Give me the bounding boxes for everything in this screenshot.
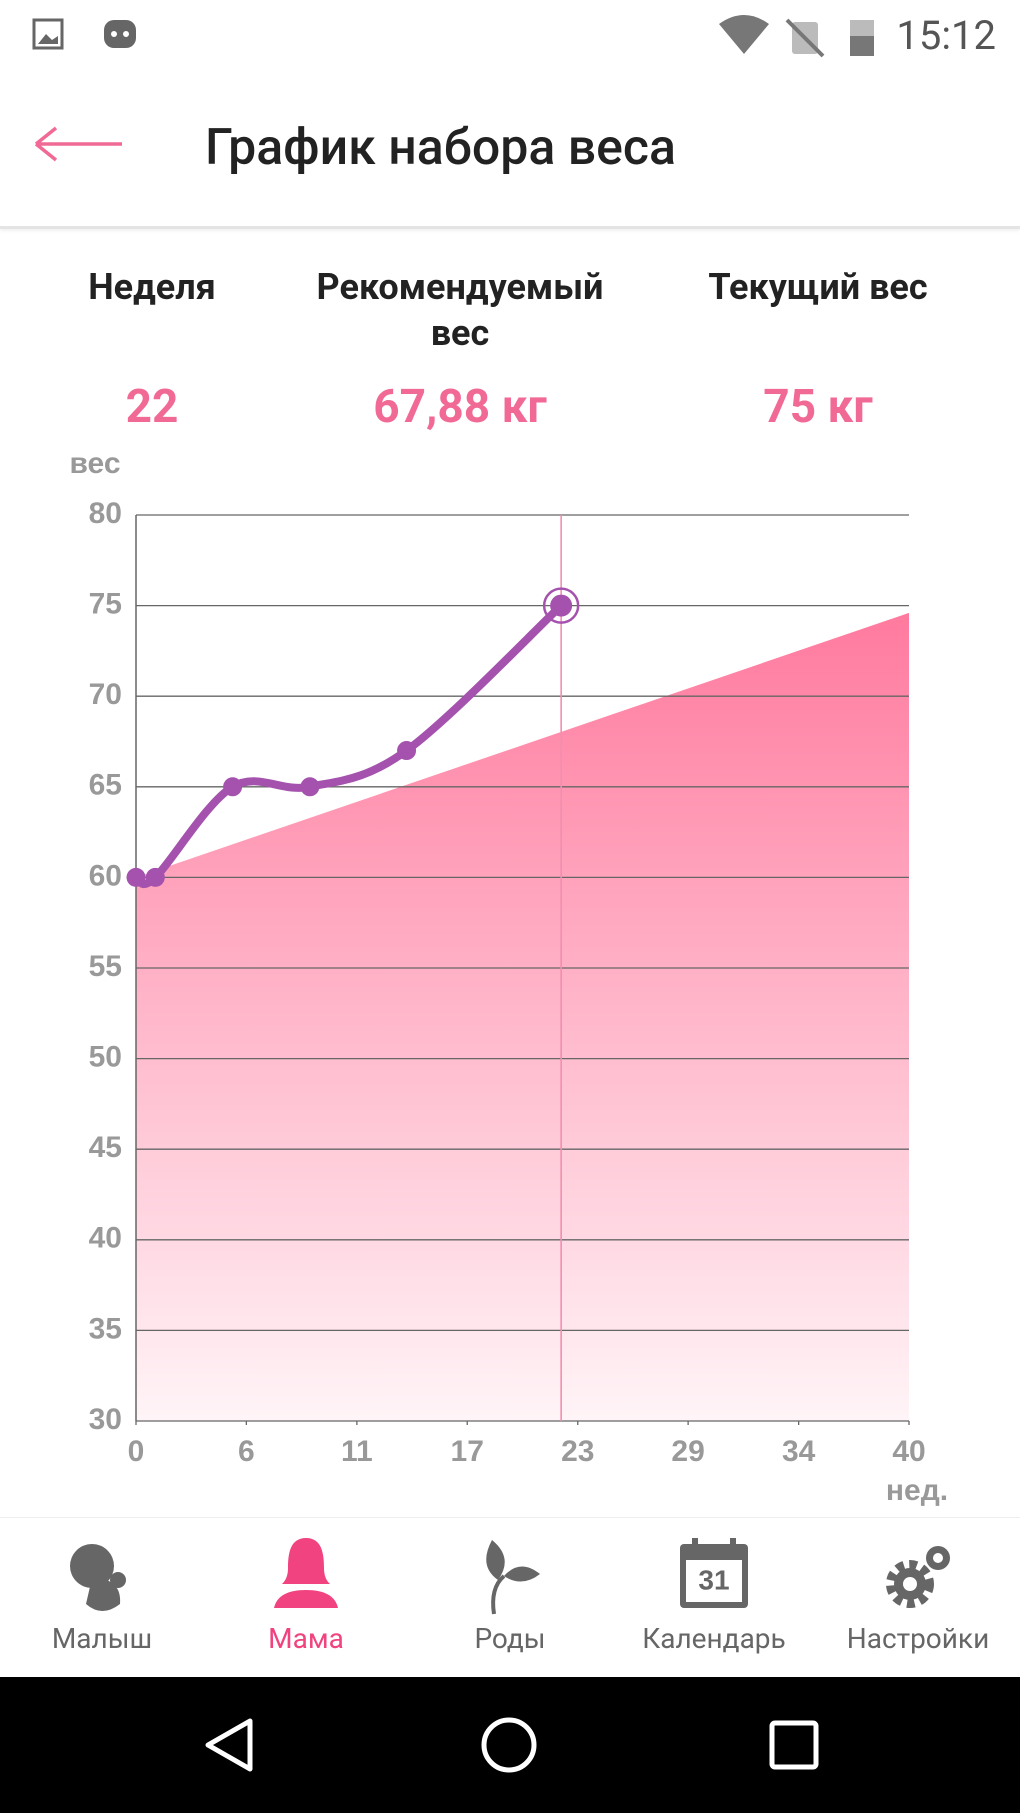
nav-item[interactable]: Настройки [816, 1518, 1020, 1678]
current-point-ring [542, 587, 580, 624]
weight-chart: 30 35 40 45 50 55 60 65 70 75 80 0 6 11 17 23 29 34 40 вес н… [69, 447, 948, 1507]
x-tick-label: 17 [451, 1435, 484, 1468]
nav-label: Мама [268, 1622, 344, 1655]
nav-icon [274, 1538, 338, 1608]
y-tick-label: 65 [89, 769, 122, 802]
nav-icon [486, 1540, 540, 1615]
y-tick-label: 35 [89, 1312, 122, 1345]
x-tick-label: 29 [671, 1435, 704, 1468]
nav-label: Роды [474, 1622, 546, 1655]
y-tick-label: 45 [89, 1131, 122, 1164]
y-tick-label: 70 [89, 678, 122, 711]
y-tick-label: 60 [89, 859, 122, 892]
nav-label: Календарь [642, 1622, 786, 1655]
weight-point [397, 741, 417, 761]
weight-point [145, 867, 165, 887]
nav-label: Малыш [51, 1622, 153, 1655]
weight-point [550, 594, 573, 617]
stat-label-text: Рекомендуемый вес [316, 266, 604, 354]
app-bar: График набора веса [0, 69, 1020, 229]
nav-item[interactable]: Малыш [0, 1518, 204, 1678]
x-tick-label: 11 [341, 1435, 373, 1468]
bottom-nav: Малыш Мама Роды 31 Календарь [0, 1517, 1020, 1678]
y-tick-label: 40 [89, 1222, 122, 1255]
stat-value: 22 [125, 380, 179, 434]
nav-item[interactable]: 31 Календарь [612, 1518, 816, 1678]
nav-icon [70, 1544, 126, 1611]
stat-value: 75 кг [763, 380, 873, 434]
nav-item[interactable]: Мама [204, 1518, 408, 1678]
nav-item[interactable]: Роды [408, 1518, 612, 1678]
stat-label: Рекомендуемый вес [290, 264, 630, 356]
nav-label: Настройки [846, 1622, 990, 1655]
status-icons [32, 18, 136, 50]
weight-point [223, 777, 243, 797]
weight-point [300, 777, 320, 797]
system-buttons [205, 1717, 819, 1773]
calendar-day: 31 [698, 1564, 729, 1595]
x-axis-label: нед. [886, 1474, 948, 1507]
y-tick-label: 80 [89, 497, 122, 530]
stat-value: 67,88 кг [373, 380, 547, 434]
back-button[interactable] [30, 124, 130, 164]
y-tick-label: 55 [89, 950, 122, 983]
y-tick-label: 50 [89, 1041, 122, 1074]
stat-label: Неделя [88, 266, 216, 308]
status-bar: 15:12 [0, 0, 1020, 69]
x-tick-label: 6 [238, 1435, 255, 1468]
status-icons-right [719, 15, 874, 58]
stat-label: Текущий вес [708, 266, 928, 308]
y-axis-label: вес [69, 447, 120, 480]
x-tick-label: 0 [128, 1435, 145, 1468]
y-tick-label: 75 [89, 588, 122, 621]
system-nav-bar [0, 1677, 1020, 1813]
clock: 15:12 [896, 12, 996, 59]
screen-title: График набора веса [205, 119, 676, 177]
nav-icon: 31 [680, 1538, 748, 1608]
weight-point [126, 867, 146, 887]
x-tick-label: 23 [561, 1435, 594, 1468]
x-tick-label: 34 [782, 1435, 816, 1468]
recommended-area [136, 612, 909, 1421]
y-tick-label: 30 [89, 1403, 122, 1436]
x-tick-label: 40 [892, 1435, 925, 1468]
nav-icon [886, 1546, 950, 1608]
